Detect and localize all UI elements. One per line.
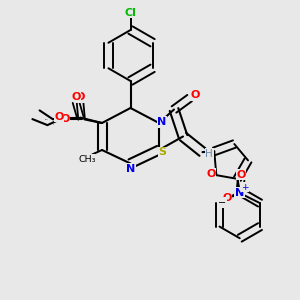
Text: O: O <box>206 169 216 179</box>
Text: N: N <box>235 188 244 198</box>
Text: O: O <box>236 170 246 180</box>
Text: ethyl: ethyl <box>44 119 48 120</box>
Text: H: H <box>205 148 213 159</box>
Text: N: N <box>126 164 135 174</box>
Text: O: O <box>222 193 232 203</box>
Text: Cl: Cl <box>124 8 136 18</box>
Text: S: S <box>159 147 167 158</box>
Text: O: O <box>52 124 54 125</box>
Text: O: O <box>54 112 64 122</box>
Text: ethyl: ethyl <box>16 125 20 126</box>
Text: O: O <box>71 92 81 102</box>
Text: CH₃: CH₃ <box>78 154 96 164</box>
Text: O: O <box>75 92 85 103</box>
Text: O: O <box>191 90 200 100</box>
Text: O: O <box>60 113 70 124</box>
Text: −: − <box>218 198 226 208</box>
Text: +: + <box>241 183 249 192</box>
Text: N: N <box>158 117 166 127</box>
